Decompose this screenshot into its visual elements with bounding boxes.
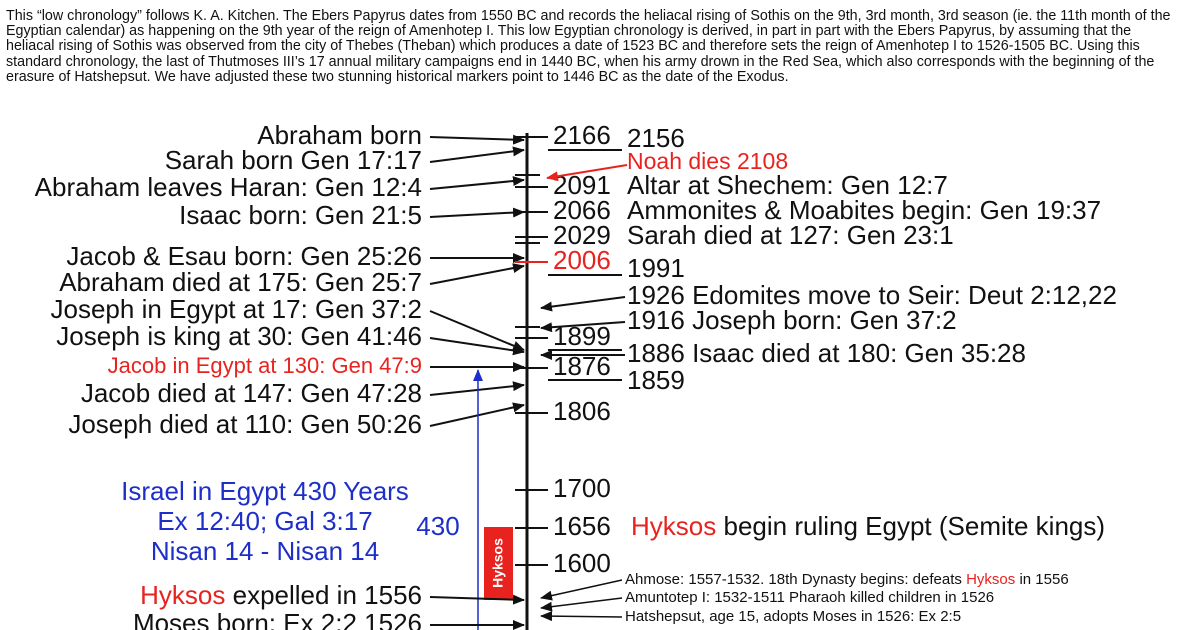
- connector: [540, 579, 623, 601]
- event-label: Sarah born Gen 17:17: [165, 145, 422, 175]
- event-label: Jacob in Egypt at 130: Gen 47:9: [108, 353, 422, 378]
- connector: [429, 402, 525, 427]
- event-label: Hyksos expelled in 1556: [140, 580, 422, 610]
- event-label: Abraham died at 175: Gen 25:7: [59, 267, 422, 297]
- year-label: 1806: [553, 396, 611, 426]
- text-part: Ahmose: 1557-1532. 18th Dynasty begins: …: [625, 571, 962, 588]
- text-part: expelled in 1556: [233, 580, 422, 610]
- span-label: Israel in Egypt 430 Years: [121, 476, 409, 506]
- connector: [546, 164, 628, 182]
- hyksos-box-label: Hyksos: [490, 538, 506, 588]
- connector: [429, 594, 525, 605]
- event-label: 1926 Edomites move to Seir: Deut 2:12,22: [627, 280, 1117, 310]
- text-part: in 1556: [1019, 571, 1068, 588]
- text-part: begin ruling Egypt (Semite kings): [724, 511, 1106, 541]
- span-label: Ex 12:40; Gal 3:17: [157, 506, 372, 536]
- event-label: Moses born: Ex 2:2 1526: [133, 608, 422, 630]
- connector: [429, 207, 525, 218]
- year-label: 2066: [553, 195, 611, 225]
- event-label: 1991: [627, 253, 685, 283]
- event-label: 1859: [627, 365, 685, 395]
- note-label: Ahmose: 1557-1532. 18th Dynasty begins: …: [625, 571, 1069, 588]
- highlight-word: Hyksos: [631, 511, 716, 541]
- event-label: Abraham leaves Haran: Gen 12:4: [35, 172, 422, 202]
- highlight-word: Hyksos: [140, 580, 225, 610]
- year-label: 2006: [553, 245, 611, 275]
- connector: [540, 296, 626, 312]
- year-label: 2166: [553, 120, 611, 150]
- event-label: Jacob & Esau born: Gen 25:26: [66, 241, 422, 271]
- year-label: 2029: [553, 220, 611, 250]
- event-label: 1886 Isaac died at 180: Gen 35:28: [627, 338, 1026, 368]
- hyksos-box: [484, 527, 513, 600]
- event-label: Jacob died at 147: Gen 47:28: [81, 378, 422, 408]
- connector: [540, 611, 623, 622]
- event-label: Isaac born: Gen 21:5: [179, 200, 422, 230]
- note-label: Hatshepsut, age 15, adopts Moses in 1526…: [625, 608, 961, 625]
- connector: [429, 134, 525, 145]
- connector: [429, 176, 525, 190]
- event-label: Abraham born: [257, 120, 422, 150]
- intro-text: This “low chronology” follows K. A. Kitc…: [6, 8, 1171, 85]
- event-label: Joseph in Egypt at 17: Gen 37:2: [51, 294, 422, 324]
- event-label: Joseph is king at 30: Gen 41:46: [56, 321, 422, 351]
- event-label: Joseph died at 110: Gen 50:26: [68, 409, 422, 439]
- connector: [429, 146, 525, 163]
- span-years: 430: [416, 511, 459, 541]
- year-label: 1600: [553, 548, 611, 578]
- event-label: Sarah died at 127: Gen 23:1: [627, 220, 954, 250]
- connector: [429, 337, 525, 356]
- span-label: Nisan 14 - Nisan 14: [151, 536, 379, 566]
- highlight-word: Hyksos: [966, 571, 1015, 588]
- event-label: Noah dies 2108: [627, 148, 788, 174]
- connector: [540, 321, 626, 333]
- event-label: Ammonites & Moabites begin: Gen 19:37: [627, 195, 1101, 225]
- event-label: 1916 Joseph born: Gen 37:2: [627, 305, 957, 335]
- year-label: 1700: [553, 473, 611, 503]
- hyksos-rule-label: Hyksos begin ruling Egypt (Semite kings): [631, 511, 1105, 541]
- connector: [429, 263, 525, 285]
- connector: [429, 381, 525, 396]
- connector: [429, 310, 525, 351]
- event-label: 2156: [627, 123, 685, 153]
- year-label: 1656: [553, 511, 611, 541]
- event-label: Altar at Shechem: Gen 12:7: [627, 170, 948, 200]
- note-label: Amuntotep I: 1532-1511 Pharaoh killed ch…: [625, 589, 994, 606]
- connector: [540, 597, 623, 612]
